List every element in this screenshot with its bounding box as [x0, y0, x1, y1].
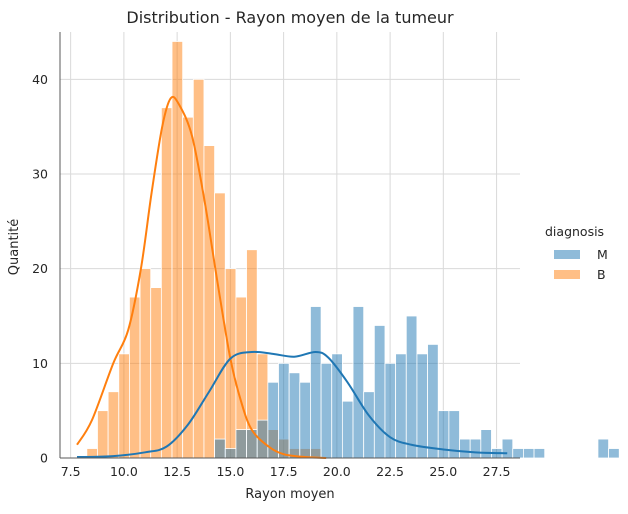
x-tick-labels: 7.5 10.0 12.5 15.0 17.5 20.0 22.5 25.0 27.5 [61, 464, 511, 479]
y-tick-labels: 0 10 20 30 40 [32, 72, 48, 466]
bar-m [523, 448, 535, 459]
bar-m [320, 362, 333, 459]
kde-line-b [76, 95, 327, 459]
x-tick-label: 27.5 [483, 464, 511, 479]
legend-swatch-b [554, 270, 580, 279]
bar-m [310, 306, 322, 459]
legend-label-b: B [597, 267, 606, 282]
bar-b [182, 116, 194, 459]
x-tick-label: 12.5 [163, 464, 191, 479]
bar-m [299, 381, 311, 459]
bar-b [160, 107, 173, 459]
y-tick-label: 40 [32, 72, 48, 87]
y-axis-label: Quantité [7, 219, 22, 275]
bar-m [608, 448, 620, 459]
bar-m [512, 448, 524, 459]
x-tick-label: 22.5 [376, 464, 404, 479]
x-tick-label: 17.5 [270, 464, 298, 479]
bar-m [597, 438, 609, 459]
bar-m [352, 306, 365, 459]
bar-b [150, 287, 162, 459]
bars-m [214, 306, 620, 459]
y-tick-label: 10 [32, 356, 48, 371]
bars-b [86, 41, 322, 459]
y-tick-label: 30 [32, 167, 48, 182]
bar-b [118, 353, 130, 459]
y-tick-label: 20 [32, 261, 48, 276]
bar-m [384, 362, 397, 459]
legend: diagnosis M B [545, 224, 608, 282]
legend-title: diagnosis [545, 224, 604, 239]
bar-m [235, 429, 247, 459]
bar-m [427, 343, 439, 459]
bar-b [139, 268, 152, 459]
kde-line-m [77, 350, 508, 459]
bar-b [97, 410, 109, 459]
bar-m [459, 438, 471, 459]
bar-m [341, 400, 354, 459]
x-tick-label: 15.0 [216, 464, 244, 479]
bar-b [107, 391, 120, 459]
x-tick-label: 10.0 [110, 464, 138, 479]
bar-m [214, 438, 226, 459]
bar-m [363, 391, 375, 459]
bar-b [171, 41, 184, 459]
bar-b [246, 249, 258, 459]
bar-b [203, 145, 216, 459]
chart-title: Distribution - Rayon moyen de la tumeur [126, 8, 454, 27]
x-axis-label: Rayon moyen [245, 487, 334, 502]
x-tick-label: 7.5 [61, 464, 81, 479]
legend-label-m: M [597, 247, 608, 262]
bar-m [416, 353, 428, 459]
bar-m [224, 448, 237, 459]
bar-m [278, 362, 290, 459]
bar-m [469, 438, 482, 459]
legend-swatch-m [554, 250, 580, 259]
bar-m [405, 315, 418, 459]
x-tick-label: 25.0 [429, 464, 457, 479]
y-tick-label: 0 [40, 451, 48, 466]
bar-m [533, 448, 546, 459]
bar-m [501, 438, 514, 459]
bar-m [373, 325, 386, 459]
x-tick-label: 20.0 [323, 464, 351, 479]
kde-curves [76, 95, 508, 459]
bar-m [288, 372, 301, 459]
